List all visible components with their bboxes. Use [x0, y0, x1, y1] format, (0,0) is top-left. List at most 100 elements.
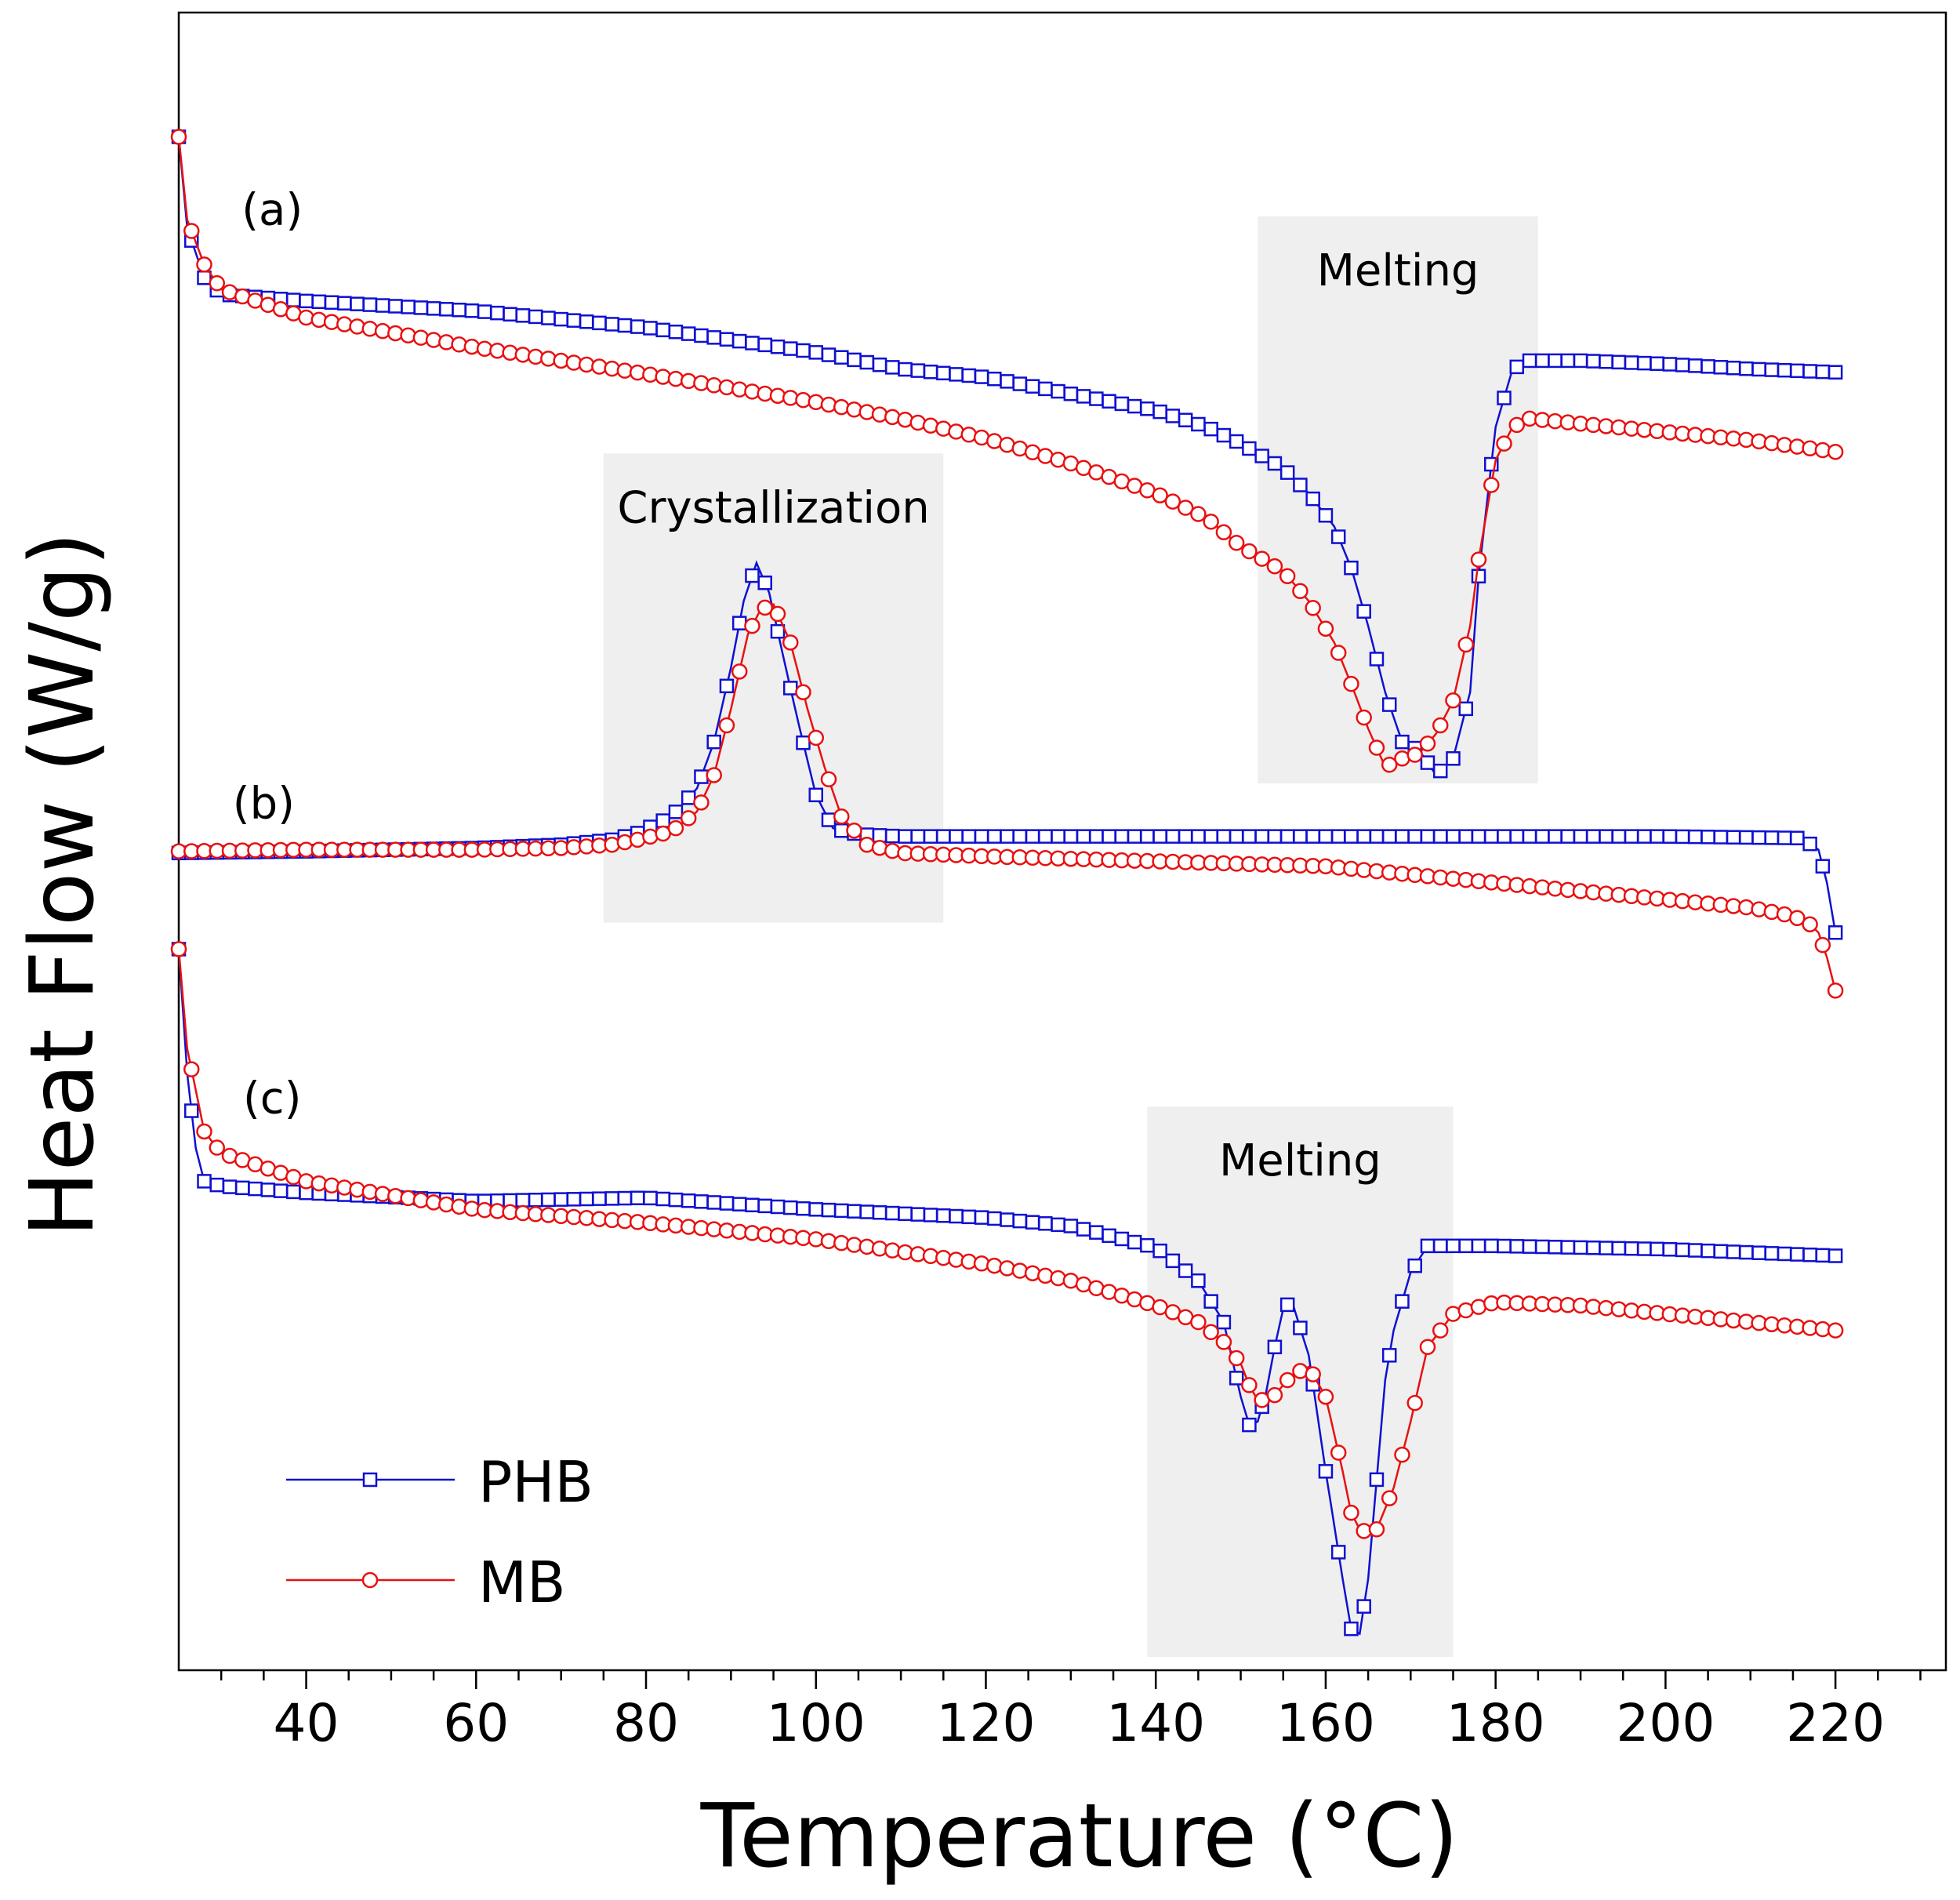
- panel-a-phb-point-65: [1000, 374, 1014, 389]
- panel-a-phb-point-118: [1675, 358, 1690, 372]
- panel-b-phb-point-129: [1815, 859, 1831, 874]
- panel-c-mb-point-63: [973, 1255, 990, 1272]
- panel-b-phb-point-118: [1675, 829, 1690, 845]
- panel-c-phb-point-56: [885, 1205, 900, 1221]
- panel-c-mb-point-14: [349, 1181, 365, 1198]
- x-tick-label-140: 140: [1106, 1693, 1205, 1753]
- panel-a-phb-point-96: [1395, 734, 1410, 750]
- panel-c-mb-point-15: [361, 1183, 379, 1201]
- panel-a-phb-line: [177, 136, 1836, 777]
- panel-c-phb-point-69: [1051, 1217, 1065, 1233]
- panel-a-mb-point-1: [183, 223, 200, 239]
- panel-b-phb-point-114: [1624, 829, 1639, 844]
- panel-c-phb-point-79: [1178, 1263, 1193, 1278]
- panel-c-phb-point-65: [1000, 1212, 1014, 1227]
- panel-b-phb-point-66: [1012, 829, 1028, 844]
- panel-a-phb-point-22: [452, 303, 466, 318]
- panel-a-phb-point-64: [987, 371, 1002, 387]
- panel-a-mb-point-57: [897, 411, 913, 428]
- region-label-1: Melting: [1317, 245, 1479, 296]
- panel-label-3: (c): [243, 1074, 301, 1124]
- panel-a-mb-point-98: [1419, 736, 1436, 752]
- panel-a-phb-point-31: [566, 313, 582, 328]
- panel-a-phb-point-36: [630, 319, 645, 334]
- panel-a-mb-point-12: [323, 314, 340, 330]
- panel-a-phb-point-59: [923, 364, 938, 380]
- panel-a-phb-point-19: [413, 300, 429, 315]
- panel-a-mb-point-11: [310, 311, 328, 329]
- panel-a-mb-series: [170, 129, 1844, 773]
- panel-c-phb-point-47: [770, 1199, 786, 1215]
- panel-a-phb-point-45: [745, 336, 760, 351]
- panel-a-phb-point-29: [541, 311, 556, 325]
- panel-b-mb-point-129: [1814, 936, 1831, 954]
- panel-c-mb-point-81: [1203, 1324, 1219, 1340]
- panel-c-phb-point-58: [910, 1207, 926, 1222]
- x-axis-label: Temperature (°C): [700, 1786, 1459, 1887]
- panel-c-mb-point-13: [336, 1179, 353, 1196]
- panel-c-phb-point-77: [1152, 1243, 1167, 1259]
- panel-a-mb-point-15: [361, 320, 379, 337]
- panel-c-phb-point-83: [1229, 1371, 1244, 1386]
- panel-a-mb-point-10: [298, 309, 314, 326]
- panel-a-phb-point-49: [796, 343, 811, 358]
- panel-b-mb-point-35: [616, 834, 633, 851]
- panel-c-phb-point-35: [617, 1190, 633, 1206]
- panel-a-phb-point-24: [477, 304, 492, 319]
- region-label-3: Melting: [1219, 1135, 1381, 1186]
- legend-label-phb: PHB: [478, 1449, 593, 1515]
- panel-c-phb-point-91: [1330, 1545, 1346, 1560]
- panel-a-phb-point-114: [1624, 355, 1639, 370]
- panel-c-phb-point-45: [745, 1197, 760, 1213]
- panel-b-phb-point-74: [1114, 829, 1130, 844]
- panel-c-phb-point-99: [1432, 1238, 1448, 1254]
- panel-a-mb-point-99: [1432, 717, 1449, 734]
- panel-b-phb-point-59: [923, 829, 938, 844]
- panel-c-phb-point-120: [1700, 1243, 1715, 1259]
- panel-b-mb-point-123: [1738, 899, 1755, 916]
- panel-a-mb-point-78: [1164, 493, 1181, 510]
- panel-c-mb-point-21: [438, 1196, 455, 1213]
- panel-c-mb-point-130: [1827, 1322, 1844, 1339]
- panel-b-phb-point-94: [1369, 829, 1385, 844]
- panel-c-phb-point-64: [987, 1211, 1002, 1226]
- series-layer: [170, 129, 1844, 1637]
- panel-a-phb-point-38: [655, 322, 670, 338]
- panel-c-mb-point-69: [1050, 1270, 1066, 1287]
- panel-a-phb-point-106: [1522, 353, 1537, 369]
- panel-b-mb-point-44: [731, 663, 748, 680]
- panel-c-mb-point-97: [1406, 1394, 1423, 1411]
- panel-b-phb-point-90: [1318, 829, 1334, 844]
- panel-a-mb-point-41: [693, 375, 710, 391]
- panel-b-phb-point-55: [872, 828, 887, 843]
- panel-a-mb-point-25: [489, 343, 506, 359]
- panel-c-phb-point-76: [1140, 1237, 1155, 1253]
- panel-a-phb-point-77: [1152, 404, 1167, 420]
- panel-c-phb-point-6: [248, 1181, 263, 1197]
- panel-a-mb-point-47: [769, 387, 786, 404]
- panel-b-phb-point-50: [808, 787, 823, 803]
- panel-a-phb-point-121: [1713, 360, 1729, 375]
- panel-b-mb-point-49: [795, 684, 811, 700]
- panel-a-phb-point-73: [1102, 394, 1116, 409]
- labels-layer: Melting Crystallization Melting (a) (b) (c): [233, 185, 1479, 1187]
- panel-b-phb-series: [171, 560, 1843, 940]
- panel-b-phb-point-45: [745, 568, 760, 583]
- panel-c-mb-point-98: [1419, 1339, 1436, 1356]
- panel-c-phb-series: [171, 942, 1843, 1637]
- panel-a-phb-point-124: [1751, 361, 1766, 377]
- panel-a-phb-point-85: [1254, 449, 1269, 463]
- panel-b-mb-point-127: [1789, 910, 1806, 927]
- panel-c-mb-point-92: [1343, 1504, 1359, 1521]
- panel-a-mb-point-77: [1152, 487, 1168, 503]
- panel-c-phb-point-30: [554, 1192, 568, 1207]
- panel-c-phb-point-92: [1344, 1621, 1359, 1637]
- panel-a-mb-point-97: [1406, 747, 1423, 763]
- panel-b-phb-point-89: [1305, 829, 1320, 844]
- panel-c-phb-point-123: [1739, 1244, 1754, 1260]
- panel-a-phb-point-68: [1038, 381, 1053, 397]
- panel-b-phb-point-92: [1344, 829, 1359, 844]
- panel-c-phb-point-70: [1063, 1219, 1079, 1233]
- panel-c-mb-point-89: [1305, 1366, 1321, 1382]
- panel-b-phb-point-96: [1395, 829, 1410, 844]
